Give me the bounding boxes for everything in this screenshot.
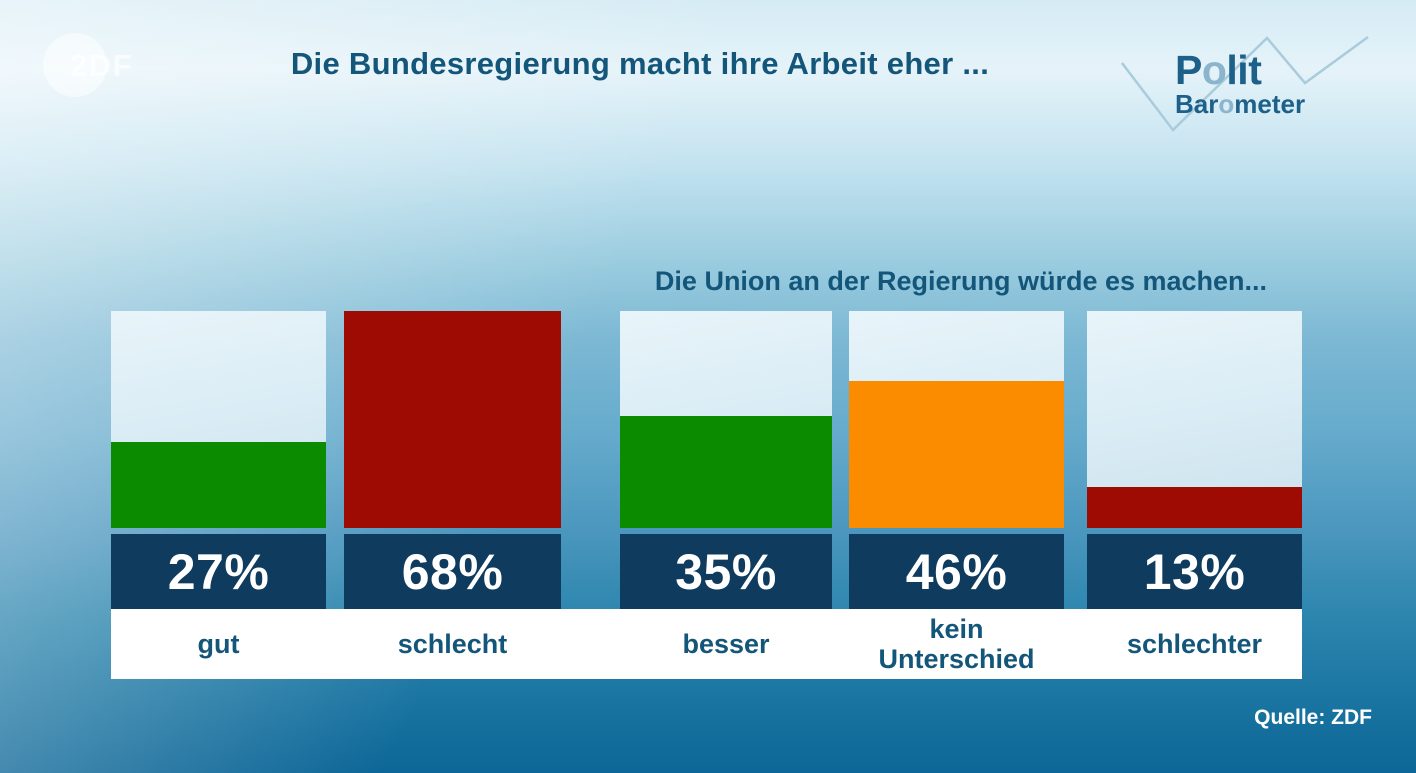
bar-column-kein-unterschied: 46% kein Unterschied (849, 311, 1064, 679)
bar-label-text: schlechter (1126, 628, 1263, 659)
bar-value-badge: 35% (620, 534, 832, 609)
bar-label: schlecht (344, 609, 561, 679)
chart-subtitle: Die Union an der Regierung würde es mach… (654, 266, 1268, 296)
bar-label: gut (111, 609, 326, 679)
bar-column-schlecht: 68% schlecht (344, 311, 561, 679)
politbarometer-logo: Polit Barometer (1090, 25, 1395, 140)
bar-value-badge: 68% (344, 534, 561, 609)
politbarometer-zigzag-icon (1121, 35, 1369, 132)
bar-label: besser (620, 609, 832, 679)
baro-o: o (1218, 89, 1235, 119)
bar-value-badge: 13% (1087, 534, 1302, 609)
bar-track (620, 311, 832, 528)
chart-title: Die Bundesregierung macht ihre Arbeit eh… (290, 46, 990, 81)
source-credit: Quelle: ZDF (1254, 706, 1372, 729)
politbarometer-wordmark-barometer: Barometer (1175, 89, 1305, 120)
bar-fill (1087, 486, 1302, 528)
category-label-strip (111, 609, 1302, 679)
bar-fill (344, 311, 561, 528)
bar-fill (620, 416, 832, 528)
bar-label: kein Unterschied (849, 609, 1064, 679)
bar-column-gut: 27% gut (111, 311, 326, 679)
bar-fill (849, 381, 1064, 528)
polit-o: o (1201, 47, 1227, 93)
bar-fill (111, 441, 326, 528)
bar-track (344, 311, 561, 528)
bar-label-text: besser (682, 628, 770, 659)
politbarometer-wordmark-polit: Polit (1175, 47, 1262, 94)
zdf-logo-text: 2DF (70, 48, 134, 83)
bar-label-text: kein Unterschied (878, 613, 1035, 674)
polit-p: P (1175, 47, 1202, 93)
bar-value-badge: 46% (849, 534, 1064, 609)
bar-track (849, 311, 1064, 528)
bar-track (1087, 311, 1302, 528)
bar-track (111, 311, 326, 528)
bar-label-text: gut (197, 628, 240, 659)
zdf-logo-circle-icon (43, 33, 107, 97)
bar-label: schlechter (1087, 609, 1302, 679)
baro-pre: Bar (1175, 89, 1219, 119)
zdf-logo: 2DF (43, 33, 153, 99)
bar-column-schlechter: 13% schlechter (1087, 311, 1302, 679)
bar-column-besser: 35% besser (620, 311, 832, 679)
baro-rest: meter (1234, 89, 1306, 119)
bar-value-badge: 27% (111, 534, 326, 609)
bar-label-text: schlecht (397, 628, 508, 659)
polit-rest: lit (1226, 47, 1262, 93)
